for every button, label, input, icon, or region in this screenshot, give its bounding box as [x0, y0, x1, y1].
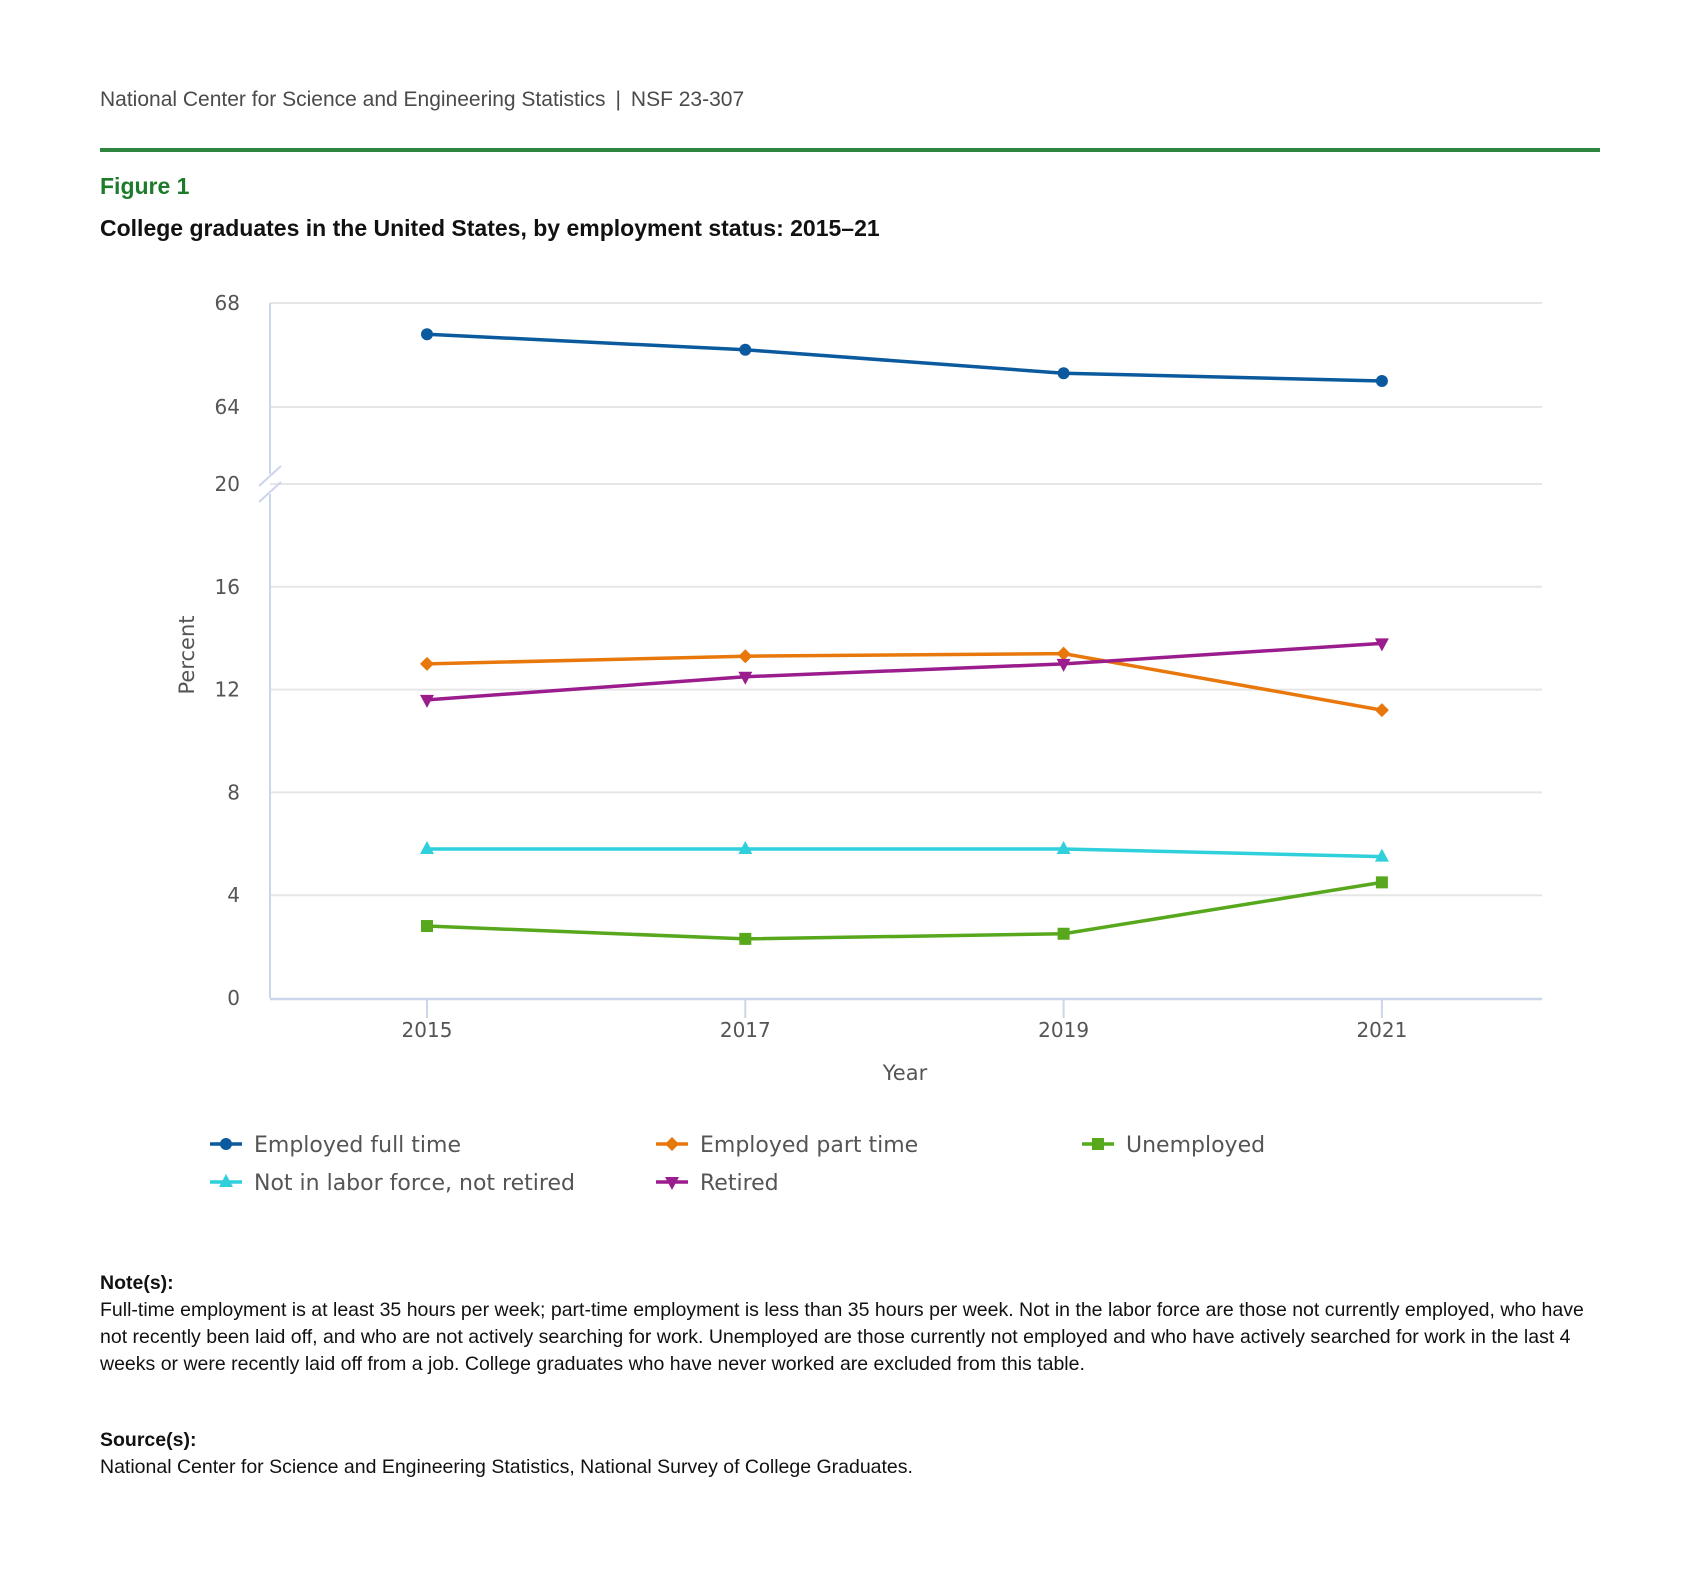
legend-label: Retired	[700, 1171, 779, 1196]
series-not-in-labor-force-not-retired	[420, 840, 1389, 862]
data-point	[1374, 703, 1389, 718]
legend-item-employed-full-time[interactable]: Employed full time	[210, 1133, 461, 1158]
y-tick-labels: 64 68 0 4 8 12 16 20	[215, 291, 240, 1010]
axes	[258, 303, 1542, 1018]
y-tick-label: 16	[215, 575, 240, 599]
legend-triangle-up-icon	[219, 1174, 233, 1187]
data-point	[739, 343, 752, 356]
gridlines	[270, 302, 1542, 897]
x-tick-label: 2019	[1038, 1018, 1089, 1042]
y-tick-label: 12	[215, 678, 240, 702]
legend-item-not-in-labor-force-not-retired[interactable]: Not in labor force, not retired	[210, 1171, 575, 1196]
data-point	[420, 694, 434, 708]
y-tick-label: 0	[227, 986, 240, 1010]
series-employed-full-time	[421, 328, 1388, 387]
legend-diamond-icon	[665, 1137, 679, 1151]
y-tick-label: 68	[215, 291, 240, 315]
series-group	[420, 328, 1389, 945]
data-point	[1375, 876, 1388, 889]
series-line	[427, 847, 1382, 859]
x-axis-title: Year	[882, 1061, 928, 1085]
series-line	[426, 651, 1383, 712]
series-employed-part-time	[420, 646, 1389, 718]
report-header: National Center for Science and Engineer…	[100, 88, 744, 112]
axis-break-mark	[258, 481, 282, 503]
x-tick-labels: 2015 2017 2019 2021	[402, 1018, 1408, 1042]
legend-label: Unemployed	[1126, 1133, 1265, 1158]
figure-title: College graduates in the United States, …	[100, 215, 880, 241]
x-tick-label: 2015	[402, 1018, 453, 1042]
series-line	[426, 332, 1382, 383]
legend-item-employed-part-time[interactable]: Employed part time	[656, 1133, 918, 1158]
legend-item-unemployed[interactable]: Unemployed	[1082, 1133, 1265, 1158]
series-unemployed	[421, 876, 1388, 945]
data-point	[738, 649, 753, 664]
notes-heading: Note(s):	[100, 1272, 174, 1294]
data-point	[1057, 367, 1070, 380]
source-text: National Center for Science and Engineer…	[100, 1456, 913, 1478]
data-point	[421, 920, 433, 933]
data-point	[1057, 927, 1070, 940]
x-tick-label: 2017	[720, 1018, 771, 1042]
source-section: Source(s): National Center for Science a…	[100, 1427, 1610, 1481]
axis-break-mark	[258, 465, 282, 487]
y-axis-title: Percent	[175, 615, 199, 694]
organization-name: National Center for Science and Engineer…	[100, 88, 606, 111]
y-tick-label: 4	[227, 883, 240, 907]
data-point	[738, 671, 753, 685]
legend-label: Employed full time	[254, 1133, 461, 1158]
legend-item-retired[interactable]: Retired	[656, 1171, 779, 1196]
series-line	[426, 880, 1383, 941]
legend-square-icon	[1092, 1138, 1104, 1150]
series-line	[426, 641, 1383, 702]
data-point	[1056, 646, 1071, 661]
figure-label: Figure 1	[100, 173, 190, 199]
data-point	[1375, 375, 1388, 387]
data-point	[738, 840, 753, 854]
legend-label: Not in labor force, not retired	[254, 1171, 575, 1196]
legend[interactable]: Employed full time Employed part time Unem…	[210, 1133, 1265, 1196]
notes-text: Full-time employment is at least 35 hour…	[100, 1299, 1584, 1375]
report-id: NSF 23-307	[630, 88, 745, 111]
y-tick-label: 20	[215, 472, 240, 496]
data-point	[420, 656, 434, 671]
x-tick-label: 2021	[1356, 1018, 1407, 1042]
data-point	[420, 840, 434, 854]
series-retired	[420, 638, 1389, 708]
data-point	[1056, 658, 1071, 672]
legend-circle-icon	[220, 1138, 232, 1150]
data-point	[1056, 840, 1071, 854]
data-point	[421, 328, 433, 341]
data-point	[739, 932, 752, 945]
legend-label: Employed part time	[700, 1133, 918, 1158]
header-separator: |	[615, 88, 621, 111]
notes-section: Note(s): Full-time employment is at leas…	[100, 1270, 1610, 1378]
source-heading: Source(s):	[100, 1429, 197, 1451]
y-tick-label: 64	[215, 395, 240, 419]
y-tick-label: 8	[227, 780, 240, 804]
data-point	[1374, 848, 1389, 862]
legend-triangle-down-icon	[665, 1177, 679, 1190]
header-divider	[100, 148, 1600, 152]
data-point	[1374, 638, 1389, 652]
